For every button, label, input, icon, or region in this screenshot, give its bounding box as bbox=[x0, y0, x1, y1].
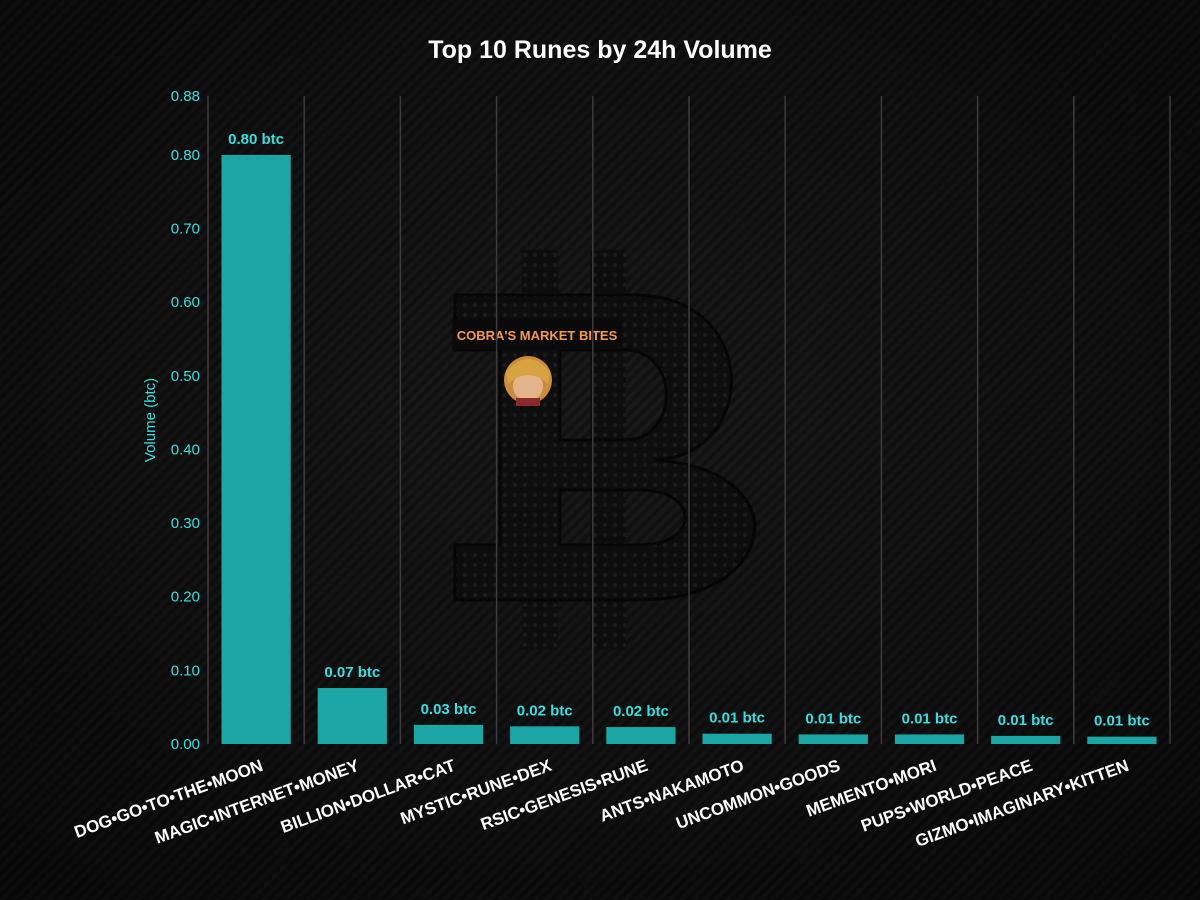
gridlines bbox=[207, 96, 1171, 744]
y-tick-label: 0.80 bbox=[171, 147, 200, 164]
y-tick-label: 0.88 bbox=[171, 88, 200, 105]
y-tick-label: 0.40 bbox=[171, 441, 200, 458]
bar bbox=[317, 688, 387, 744]
bar bbox=[1087, 736, 1157, 744]
bar-value-label: 0.02 btc bbox=[613, 703, 669, 720]
bar-value-label: 0.01 btc bbox=[709, 710, 765, 727]
y-tick-label: 0.70 bbox=[171, 221, 200, 238]
bar bbox=[221, 154, 291, 745]
y-axis: 0.00 0.10 0.20 0.30 0.40 0.50 0.60 0.70 0.80 0.88 bbox=[171, 88, 200, 753]
market-bites-badge: COBRA'S MARKET BITES bbox=[452, 318, 622, 350]
bar bbox=[413, 724, 484, 744]
bar-value-label: 0.01 btc bbox=[805, 710, 861, 727]
bar-value-label: 0.03 btc bbox=[421, 701, 477, 718]
avatar bbox=[504, 356, 552, 406]
bar bbox=[798, 734, 868, 744]
bars bbox=[221, 154, 1157, 745]
bar-value-label: 0.07 btc bbox=[324, 664, 380, 681]
y-tick-label: 0.20 bbox=[171, 589, 200, 606]
bar-value-label: 0.80 btc bbox=[228, 131, 284, 148]
y-axis-label: Volume (btc) bbox=[142, 378, 159, 462]
bar bbox=[510, 726, 580, 744]
bar-value-label: 0.01 btc bbox=[902, 710, 958, 727]
bar bbox=[894, 734, 965, 744]
data-labels: 0.80 btc 0.07 btc 0.03 btc 0.02 btc 0.02 btc… bbox=[228, 131, 1150, 730]
y-tick-label: 0.30 bbox=[171, 515, 200, 532]
y-tick-label: 0.10 bbox=[171, 662, 200, 679]
bar-value-label: 0.02 btc bbox=[517, 702, 573, 719]
bar-value-label: 0.01 btc bbox=[998, 712, 1054, 729]
bar-value-label: 0.01 btc bbox=[1094, 713, 1150, 730]
y-tick-label: 0.00 bbox=[171, 736, 200, 753]
bar bbox=[991, 735, 1061, 744]
y-tick-label: 0.60 bbox=[171, 294, 200, 311]
y-tick-label: 0.50 bbox=[171, 368, 200, 385]
chart-title: Top 10 Runes by 24h Volume bbox=[428, 36, 772, 64]
bar bbox=[702, 733, 772, 744]
bar bbox=[606, 727, 676, 744]
